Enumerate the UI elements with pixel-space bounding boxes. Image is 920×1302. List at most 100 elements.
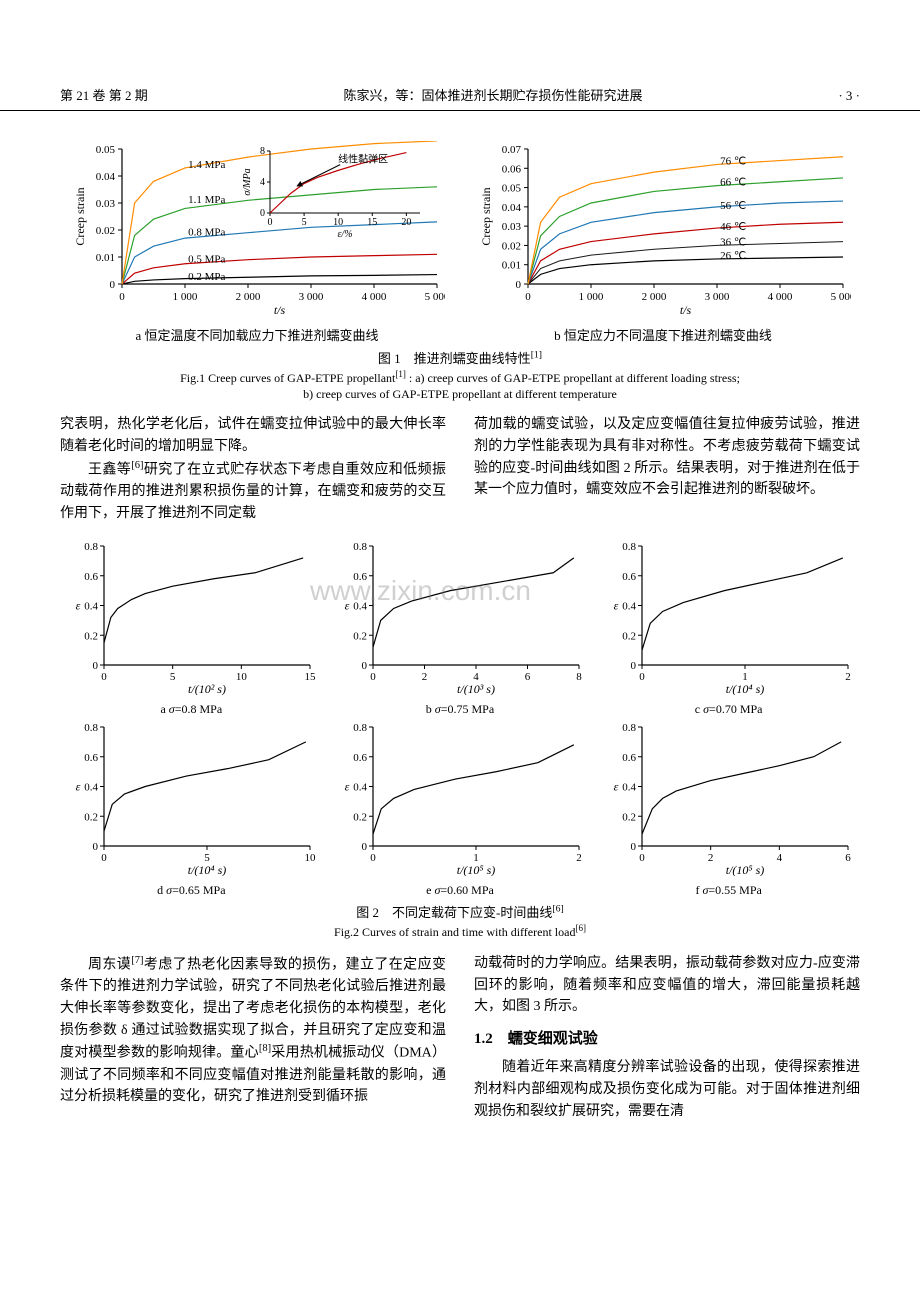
svg-text:0.2 MPa: 0.2 MPa xyxy=(188,271,225,283)
svg-text:0.04: 0.04 xyxy=(501,202,521,214)
fig2-wrapper: 05101500.20.40.60.8t/(10² s)εa σ=0.8 MPa… xyxy=(60,540,860,898)
svg-text:10: 10 xyxy=(305,852,317,864)
fig2e-chart: 01200.20.40.60.8t/(10⁵ s)ε xyxy=(335,721,585,876)
fig1-caption-en1a: Fig.1 Creep curves of GAP-ETPE propellan… xyxy=(180,371,395,385)
svg-text:0.4: 0.4 xyxy=(353,601,367,613)
svg-text:0.01: 0.01 xyxy=(501,260,520,272)
fig2b-sublabel: b σ=0.75 MPa xyxy=(329,702,592,717)
svg-text:2 000: 2 000 xyxy=(641,291,666,303)
svg-text:0: 0 xyxy=(515,279,521,291)
tb1-left-p1: 究表明，热化学老化后，试件在蠕变拉伸试验中的最大伸长率随着老化时间的增加明显下降… xyxy=(60,414,446,457)
svg-text:0: 0 xyxy=(102,671,108,683)
fig2c-sublabel: c σ=0.70 MPa xyxy=(597,702,860,717)
text-right-col-1: 荷加载的蠕变试验，以及定应变幅值往复拉伸疲劳试验，推进剂的力学性能表现为具有非对… xyxy=(474,414,860,524)
fig2-caption-cn: 图 2 不同定载荷下应变-时间曲线 xyxy=(356,905,552,920)
svg-text:0.8: 0.8 xyxy=(622,541,636,553)
svg-text:5: 5 xyxy=(170,671,176,683)
svg-text:0: 0 xyxy=(267,217,272,228)
svg-text:0.4: 0.4 xyxy=(622,782,636,794)
svg-text:0.4: 0.4 xyxy=(85,601,99,613)
tb1-left-p2: 王鑫等[6]研究了在立式贮存状态下考虑自重效应和低频振动载荷作用的推进剂累积损伤… xyxy=(60,458,446,525)
fig1-caption-cn-ref: [1] xyxy=(531,350,542,361)
svg-text:2 000: 2 000 xyxy=(235,291,260,303)
svg-text:0.06: 0.06 xyxy=(501,163,521,175)
svg-text:6: 6 xyxy=(845,852,851,864)
svg-text:Creep strain: Creep strain xyxy=(479,187,493,245)
svg-text:0.6: 0.6 xyxy=(353,571,367,583)
figure-1: 0 1 000 2 000 3 000 4 000 5 000 0 0.01 0.02 0.03 0… xyxy=(60,141,860,344)
fig2b-chart: 0246800.20.40.60.8t/(10³ s)ε xyxy=(335,540,585,695)
svg-text:t/(10⁴ s): t/(10⁴ s) xyxy=(725,682,764,695)
svg-text:0.2: 0.2 xyxy=(85,812,99,824)
svg-text:4 000: 4 000 xyxy=(767,291,792,303)
svg-text:ε: ε xyxy=(76,780,81,794)
svg-text:20: 20 xyxy=(401,217,411,228)
svg-text:5 000: 5 000 xyxy=(830,291,850,303)
fig2-caption-en: Fig.2 Curves of strain and time with dif… xyxy=(334,925,575,939)
svg-text:ε: ε xyxy=(345,780,350,794)
svg-text:t/(10⁵ s): t/(10⁵ s) xyxy=(457,863,496,876)
svg-text:0.02: 0.02 xyxy=(95,225,114,237)
tb2-right-p1: 动载荷时的力学响应。结果表明，振动载荷参数对应力-应变滞回环的影响，随着频率和应… xyxy=(474,953,860,1018)
svg-text:2: 2 xyxy=(576,852,582,864)
text-block-2: 周东谟[7]考虑了热老化因素导致的损伤，建立了在定应变条件下的推进剂力学试验，研… xyxy=(60,953,860,1122)
fig1-caption-en1b: : a) creep curves of GAP-ETPE propellant… xyxy=(406,371,740,385)
svg-text:0.8: 0.8 xyxy=(85,541,99,553)
tb2-right-p2: 随着近年来高精度分辨率试验设备的出现，使得探索推进剂材料内部细观构成及损伤变化成… xyxy=(474,1057,860,1122)
text-block-1: 究表明，热化学老化后，试件在蠕变拉伸试验中的最大伸长率随着老化时间的增加明显下降… xyxy=(60,414,860,524)
svg-text:6: 6 xyxy=(525,671,531,683)
fig2-caption-en-ref: [6] xyxy=(575,923,586,933)
fig1-caption: 图 1 推进剂蠕变曲线特性[1] Fig.1 Creep curves of G… xyxy=(60,348,860,402)
svg-text:1.1 MPa: 1.1 MPa xyxy=(188,194,225,206)
svg-text:0.01: 0.01 xyxy=(95,252,114,264)
fig2e-sublabel: e σ=0.60 MPa xyxy=(329,883,592,898)
fig1-caption-en2: b) creep curves of GAP-ETPE propellant a… xyxy=(303,387,617,401)
svg-text:0.8: 0.8 xyxy=(622,722,636,734)
svg-text:0.2: 0.2 xyxy=(622,631,636,643)
svg-text:0.6: 0.6 xyxy=(85,571,99,583)
svg-text:0: 0 xyxy=(102,852,108,864)
svg-text:8: 8 xyxy=(260,146,265,157)
header-left: 第 21 卷 第 2 期 xyxy=(60,85,148,104)
svg-text:0: 0 xyxy=(370,852,376,864)
svg-text:0: 0 xyxy=(93,841,99,853)
svg-text:t/(10⁵ s): t/(10⁵ s) xyxy=(725,863,764,876)
svg-text:1.4 MPa: 1.4 MPa xyxy=(188,159,225,171)
svg-text:0.05: 0.05 xyxy=(95,144,115,156)
fig1-panel-a: 01 0002 0003 0004 0005 00000.010.020.030… xyxy=(70,141,445,344)
svg-text:0.02: 0.02 xyxy=(501,240,520,252)
svg-text:2: 2 xyxy=(708,852,714,864)
fig1a-chart: 01 0002 0003 0004 0005 00000.010.020.030… xyxy=(70,141,445,316)
svg-text:t/(10³ s): t/(10³ s) xyxy=(457,682,495,695)
svg-text:0: 0 xyxy=(109,279,115,291)
fig2f-chart: 024600.20.40.60.8t/(10⁵ s)ε xyxy=(604,721,854,876)
svg-text:0.03: 0.03 xyxy=(501,221,521,233)
svg-text:0: 0 xyxy=(119,291,125,303)
svg-text:0.2: 0.2 xyxy=(85,631,99,643)
svg-text:ε: ε xyxy=(613,780,618,794)
svg-text:线性黏弹区: 线性黏弹区 xyxy=(338,153,388,166)
fig1-caption-en-ref: [1] xyxy=(395,369,406,379)
fig2f-sublabel: f σ=0.55 MPa xyxy=(597,883,860,898)
fig1-caption-cn: 图 1 推进剂蠕变曲线特性 xyxy=(378,351,531,366)
svg-text:t/s: t/s xyxy=(679,303,691,316)
svg-text:8: 8 xyxy=(576,671,582,683)
svg-text:0: 0 xyxy=(93,660,99,672)
svg-text:0.6: 0.6 xyxy=(622,571,636,583)
svg-text:10: 10 xyxy=(333,217,343,228)
svg-text:1 000: 1 000 xyxy=(578,291,603,303)
svg-text:0.8 MPa: 0.8 MPa xyxy=(188,226,225,238)
fig2-caption: 图 2 不同定载荷下应变-时间曲线[6] Fig.2 Curves of str… xyxy=(60,902,860,941)
fig2d-sublabel: d σ=0.65 MPa xyxy=(60,883,323,898)
svg-text:0.2: 0.2 xyxy=(622,812,636,824)
fig2-caption-cn-ref: [6] xyxy=(552,904,563,915)
svg-text:3 000: 3 000 xyxy=(298,291,323,303)
text-left-col-2: 周东谟[7]考虑了热老化因素导致的损伤，建立了在定应变条件下的推进剂力学试验，研… xyxy=(60,953,446,1122)
svg-text:t/(10² s): t/(10² s) xyxy=(188,682,226,695)
svg-text:2: 2 xyxy=(422,671,428,683)
fig1b-chart: 01 0002 0003 0004 0005 00000.010.020.030… xyxy=(476,141,851,316)
svg-text:0.05: 0.05 xyxy=(501,183,521,195)
svg-text:ε: ε xyxy=(76,599,81,613)
svg-text:σ/MPa: σ/MPa xyxy=(242,168,253,195)
svg-text:0.8: 0.8 xyxy=(353,541,367,553)
